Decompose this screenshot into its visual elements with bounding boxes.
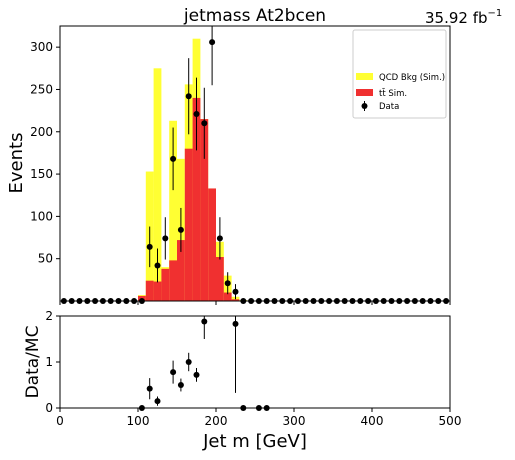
chart-title: jetmass At2bcen	[183, 6, 326, 26]
legend: QCD Bkg (Sim.) tt̄ Sim. Data	[352, 29, 447, 119]
ratio-x-tick-label: 0	[56, 414, 64, 428]
data-point	[185, 93, 192, 100]
qcd-bar	[169, 120, 177, 302]
data-point	[232, 288, 239, 295]
ratio-point	[232, 320, 239, 327]
data-point	[193, 111, 200, 117]
main-y-tick-label: 150	[30, 167, 53, 181]
ratio-x-tick-label: 500	[439, 414, 462, 428]
ratio-point	[185, 359, 192, 365]
main-y-tick-label: 250	[30, 82, 53, 96]
ratio-point	[146, 385, 153, 392]
legend-box	[352, 29, 447, 119]
main-y-tick-label: 200	[30, 125, 53, 139]
main-y-axis-title: Events	[6, 133, 27, 194]
ratio-y-tick-label: 1	[45, 355, 53, 369]
main-x-ticks	[59, 301, 451, 305]
main-plot-frame	[59, 25, 451, 302]
ttbar-bar	[231, 299, 240, 301]
main-y-axis: 50 100 150 200 250 300	[30, 40, 60, 266]
x-axis-title: Jet m [GeV]	[202, 431, 307, 452]
ttbar-bar	[184, 148, 193, 301]
data-point	[177, 226, 184, 233]
ttbar-bar	[208, 188, 216, 301]
main-y-tick-label: 300	[30, 40, 53, 54]
legend-label-ttbar: tt̄ Sim.	[379, 87, 407, 99]
data-points	[60, 26, 450, 304]
ratio-x-tick-label: 100	[127, 414, 150, 428]
data-point	[170, 155, 177, 162]
ratio-y-axis-title: Data/MC	[23, 326, 43, 399]
ttbar-bar	[177, 240, 185, 301]
data-point	[201, 120, 208, 127]
data-point	[224, 280, 231, 287]
ttbar-bar	[192, 97, 201, 301]
ttbar-bar	[169, 260, 177, 301]
legend-swatch-qcd	[356, 73, 373, 80]
ratio-y-tick-label: 2	[45, 309, 53, 323]
ratio-x-tick-label: 400	[361, 414, 384, 428]
data-point	[216, 235, 223, 242]
ttbar-bar	[145, 280, 154, 301]
ratio-x-tick-label: 300	[283, 414, 306, 428]
main-y-tick-label: 100	[30, 209, 53, 223]
ratio-point	[201, 318, 208, 325]
ratio-x-axis: 0 100 200 300 400 500	[56, 408, 461, 428]
data-point	[154, 262, 161, 269]
legend-swatch-ttbar	[356, 89, 373, 96]
ratio-y-tick-label: 0	[45, 401, 53, 415]
ratio-x-tick-label: 200	[205, 414, 228, 428]
legend-marker-data	[361, 103, 368, 109]
ttbar-histogram	[138, 97, 240, 301]
ratio-point	[177, 382, 184, 388]
ttbar-bar	[223, 292, 232, 301]
main-y-tick-label: 50	[38, 252, 53, 266]
ratio-points	[138, 316, 270, 411]
legend-label-data: Data	[379, 102, 399, 112]
ttbar-bar	[216, 257, 224, 301]
legend-label-qcd: QCD Bkg (Sim.)	[379, 73, 445, 83]
ratio-panel: 0 1 2 0 100 200 300 400 500 Data/MC Jet m [GeV]	[23, 309, 461, 452]
ratio-plot-area	[60, 316, 450, 408]
ratio-y-axis: 0 1 2	[45, 309, 60, 415]
data-point	[209, 39, 216, 46]
ttbar-bar	[161, 268, 170, 301]
ratio-point	[170, 369, 177, 376]
data-point	[162, 235, 169, 242]
luminosity-label: 35.92 fb−1	[425, 8, 502, 27]
luminosity-exponent: −1	[488, 8, 503, 19]
data-point	[146, 243, 153, 250]
ttbar-bar	[200, 119, 209, 301]
ttbar-bar	[153, 281, 162, 301]
ratio-point	[154, 398, 161, 405]
ratio-point	[193, 371, 200, 378]
qcd-bar	[153, 68, 162, 301]
